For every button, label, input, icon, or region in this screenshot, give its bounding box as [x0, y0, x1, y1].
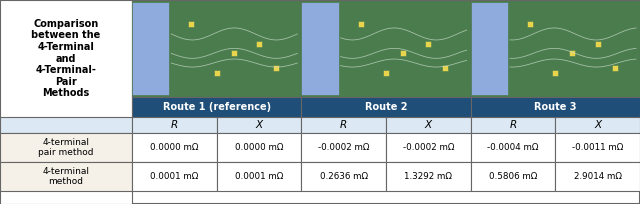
- Text: X: X: [425, 120, 432, 130]
- Text: -0.0004 mΩ: -0.0004 mΩ: [487, 143, 539, 152]
- Bar: [0, 162, 132, 191]
- Bar: [556, 117, 640, 133]
- Bar: [301, 2, 339, 95]
- Bar: [301, 133, 386, 162]
- Text: 0.0001 mΩ: 0.0001 mΩ: [150, 172, 198, 181]
- Text: -0.0002 mΩ: -0.0002 mΩ: [403, 143, 454, 152]
- Bar: [0, 117, 132, 133]
- Bar: [612, 65, 618, 71]
- Text: 0.0000 mΩ: 0.0000 mΩ: [150, 143, 198, 152]
- Text: R: R: [340, 120, 348, 130]
- Bar: [132, 0, 301, 97]
- Bar: [301, 97, 470, 117]
- Text: 4-terminal
pair method: 4-terminal pair method: [38, 138, 93, 157]
- Bar: [230, 50, 237, 56]
- Bar: [426, 41, 431, 47]
- Text: Route 2: Route 2: [365, 102, 407, 112]
- Bar: [301, 162, 386, 191]
- Bar: [0, 133, 132, 162]
- Bar: [132, 2, 169, 95]
- Text: Route 1 (reference): Route 1 (reference): [163, 102, 271, 112]
- Bar: [301, 0, 470, 97]
- Bar: [595, 41, 601, 47]
- Bar: [217, 117, 301, 133]
- Bar: [386, 162, 470, 191]
- Bar: [358, 21, 364, 27]
- Bar: [301, 117, 386, 133]
- Bar: [132, 133, 217, 162]
- Text: 0.2636 mΩ: 0.2636 mΩ: [319, 172, 368, 181]
- Text: X: X: [594, 120, 601, 130]
- Bar: [188, 21, 195, 27]
- Bar: [470, 162, 556, 191]
- Bar: [132, 162, 217, 191]
- Bar: [217, 162, 301, 191]
- Bar: [470, 133, 556, 162]
- Bar: [527, 21, 533, 27]
- Bar: [442, 65, 448, 71]
- Bar: [556, 162, 640, 191]
- Bar: [470, 0, 640, 97]
- Text: Comparison
between the
4-Terminal
and
4-Terminal-
Pair
Methods: Comparison between the 4-Terminal and 4-…: [31, 19, 100, 98]
- Text: X: X: [255, 120, 262, 130]
- Text: R: R: [509, 120, 516, 130]
- Bar: [132, 117, 217, 133]
- Bar: [569, 50, 575, 56]
- Bar: [0, 0, 132, 204]
- Text: 0.0000 mΩ: 0.0000 mΩ: [235, 143, 284, 152]
- Bar: [552, 70, 558, 76]
- Bar: [386, 117, 470, 133]
- Bar: [256, 41, 262, 47]
- Bar: [132, 97, 301, 117]
- Text: -0.0002 mΩ: -0.0002 mΩ: [318, 143, 369, 152]
- Text: 0.5806 mΩ: 0.5806 mΩ: [489, 172, 537, 181]
- Bar: [273, 65, 279, 71]
- Text: 1.3292 mΩ: 1.3292 mΩ: [404, 172, 452, 181]
- Bar: [470, 2, 508, 95]
- Bar: [556, 133, 640, 162]
- Bar: [217, 133, 301, 162]
- Bar: [400, 50, 406, 56]
- Text: 2.9014 mΩ: 2.9014 mΩ: [573, 172, 621, 181]
- Text: 0.0001 mΩ: 0.0001 mΩ: [235, 172, 283, 181]
- Text: 4-terminal
method: 4-terminal method: [42, 167, 90, 186]
- Bar: [386, 133, 470, 162]
- Bar: [470, 117, 556, 133]
- Text: -0.0011 mΩ: -0.0011 mΩ: [572, 143, 623, 152]
- Text: Route 3: Route 3: [534, 102, 577, 112]
- Bar: [470, 97, 640, 117]
- Bar: [214, 70, 220, 76]
- Text: R: R: [171, 120, 178, 130]
- Bar: [383, 70, 389, 76]
